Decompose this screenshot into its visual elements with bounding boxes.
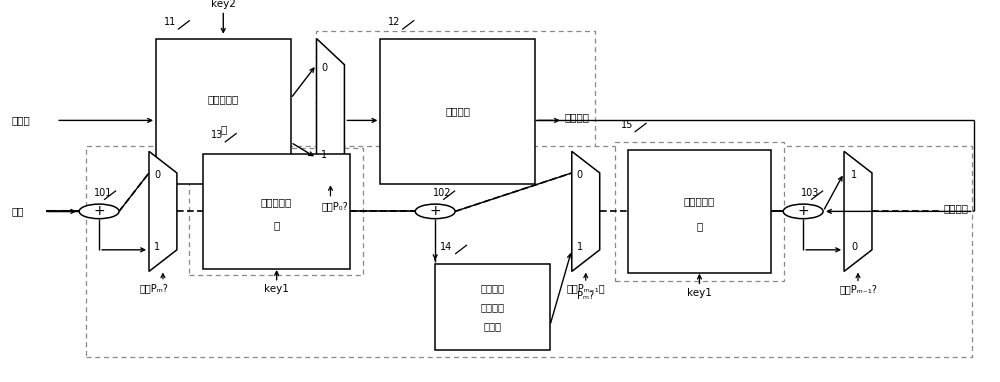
Text: 元: 元 (273, 220, 280, 230)
Text: 第一加密单: 第一加密单 (208, 95, 239, 105)
Text: 12: 12 (388, 17, 401, 27)
Text: key2: key2 (211, 0, 236, 9)
Text: 1: 1 (851, 170, 857, 180)
Text: 11: 11 (164, 17, 176, 27)
Bar (189, 148, 363, 275)
Text: 是否P₀?: 是否P₀? (321, 201, 348, 211)
Circle shape (415, 204, 455, 219)
Text: 辑单元: 辑单元 (484, 321, 502, 331)
Polygon shape (149, 151, 177, 272)
Text: 明文: 明文 (11, 206, 24, 216)
Bar (628, 150, 771, 272)
Text: 103: 103 (801, 188, 820, 198)
Text: 101: 101 (94, 188, 113, 198)
Polygon shape (572, 151, 600, 272)
Bar (156, 39, 291, 184)
Text: 第三加密单: 第三加密单 (684, 197, 715, 207)
Bar (203, 154, 350, 269)
Text: 0: 0 (851, 243, 857, 253)
Text: 1: 1 (321, 150, 328, 160)
Text: 数据缓存: 数据缓存 (481, 283, 505, 293)
Circle shape (79, 204, 119, 219)
Text: key1: key1 (687, 288, 712, 298)
Text: 及调整逻: 及调整逻 (481, 302, 505, 312)
Text: +: + (93, 204, 105, 219)
Text: 元: 元 (696, 221, 703, 231)
Polygon shape (317, 39, 344, 184)
Bar (380, 39, 535, 184)
Text: 102: 102 (433, 188, 452, 198)
Text: 是否Pₘ?: 是否Pₘ? (140, 283, 168, 293)
Text: 模乘结果: 模乘结果 (565, 112, 590, 122)
Text: +: + (429, 204, 441, 219)
Text: 第二加密单: 第二加密单 (261, 197, 292, 207)
Text: +: + (797, 204, 809, 219)
Bar (316, 31, 595, 184)
Text: 1: 1 (577, 243, 583, 253)
Bar (435, 264, 550, 350)
Text: 输出数据: 输出数据 (944, 203, 969, 213)
Circle shape (783, 204, 823, 219)
Text: 调整值: 调整值 (11, 115, 30, 125)
Text: Pₘ?: Pₘ? (577, 291, 594, 301)
Text: 0: 0 (154, 170, 160, 180)
Text: 模乘单元: 模乘单元 (445, 106, 470, 116)
Text: 15: 15 (621, 120, 633, 130)
Polygon shape (844, 151, 872, 272)
Text: 13: 13 (211, 130, 223, 140)
Text: 是否Pₘ₋₁?: 是否Pₘ₋₁? (839, 285, 877, 295)
Text: 元: 元 (220, 124, 226, 134)
Bar (86, 146, 972, 357)
Bar (615, 142, 784, 280)
Text: 是否Pₘ₋₁或: 是否Pₘ₋₁或 (566, 283, 605, 293)
Text: 1: 1 (154, 243, 160, 253)
Text: 0: 0 (321, 63, 328, 73)
Text: 14: 14 (440, 242, 452, 252)
Text: 0: 0 (577, 170, 583, 180)
Text: key1: key1 (264, 284, 289, 294)
